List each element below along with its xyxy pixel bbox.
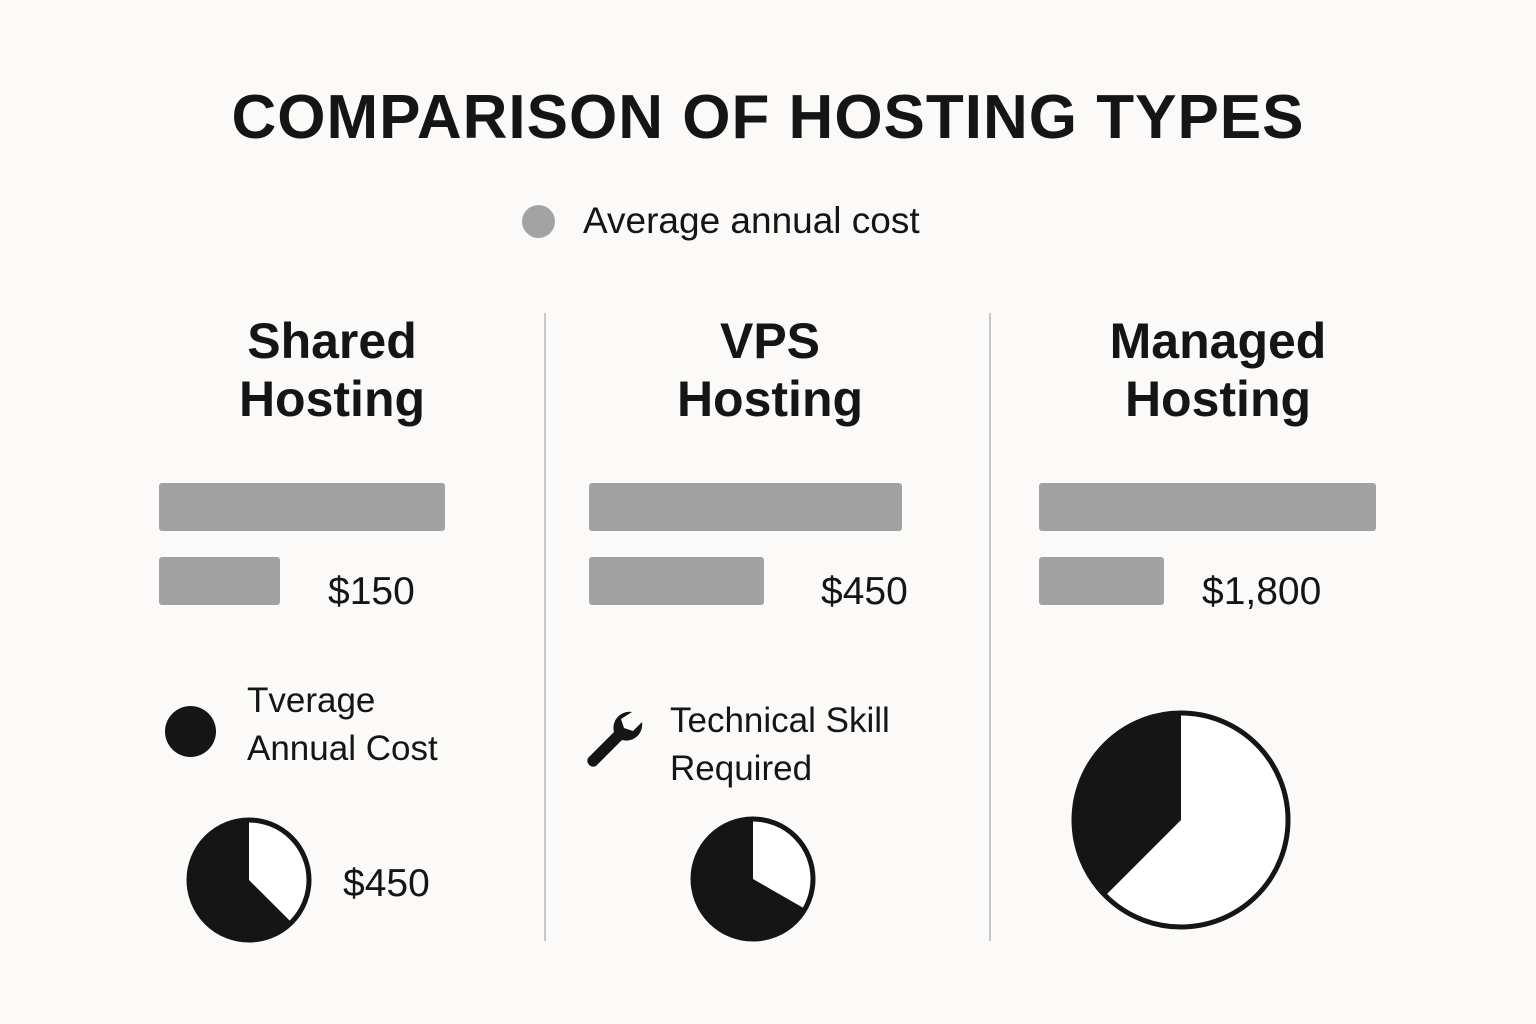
heading-line: Managed xyxy=(1109,313,1327,369)
column-divider xyxy=(989,313,991,941)
pie-managed xyxy=(1071,710,1291,930)
legend: Average annual cost xyxy=(522,200,920,242)
bar-top-shared xyxy=(159,483,446,531)
heading-line: Hosting xyxy=(676,371,864,427)
legend-label: Average annual cost xyxy=(583,200,920,241)
value-label-managed: $1,800 xyxy=(1202,570,1322,613)
label-line: Required xyxy=(670,749,813,788)
bar-top-vps xyxy=(589,483,903,531)
value-label-vps: $450 xyxy=(821,570,908,613)
label-line: Annual Cost xyxy=(247,729,438,768)
label-line: Tverage xyxy=(247,681,376,720)
column-heading-vps: VPS Hosting xyxy=(570,312,970,428)
bar-bottom-managed xyxy=(1039,557,1164,605)
column-heading-shared: Shared Hosting xyxy=(132,312,532,428)
chart-title: COMPARISON OF HOSTING TYPES xyxy=(231,83,1305,152)
bar-bottom-vps xyxy=(589,557,765,605)
value-label-shared: $150 xyxy=(328,570,415,613)
heading-line: Hosting xyxy=(238,371,426,427)
label-line: Technical Skill xyxy=(670,701,890,740)
pie-shared xyxy=(186,817,312,943)
heading-line: Shared xyxy=(247,313,417,369)
column-divider xyxy=(544,313,546,941)
item-label-vps: Technical Skill Required xyxy=(670,697,890,793)
pie-label-shared: $450 xyxy=(343,862,430,905)
pie-slice-filled xyxy=(189,820,292,940)
pie-slice-filled xyxy=(1074,713,1181,896)
filled-circle-icon xyxy=(165,706,216,757)
pie-slice-filled xyxy=(693,819,806,939)
bar-top-managed xyxy=(1039,483,1376,531)
legend-swatch xyxy=(522,204,555,238)
pie-outline xyxy=(1071,710,1291,930)
heading-line: VPS xyxy=(719,313,821,369)
heading-line: Hosting xyxy=(1124,371,1312,427)
pie-outline xyxy=(690,816,816,942)
wrench-icon xyxy=(587,711,643,767)
pie-vps xyxy=(690,816,816,942)
pie-outline xyxy=(186,817,312,943)
bar-bottom-shared xyxy=(159,557,281,605)
item-label-shared: Tverage Annual Cost xyxy=(247,677,438,773)
column-heading-managed: Managed Hosting xyxy=(1018,312,1418,428)
